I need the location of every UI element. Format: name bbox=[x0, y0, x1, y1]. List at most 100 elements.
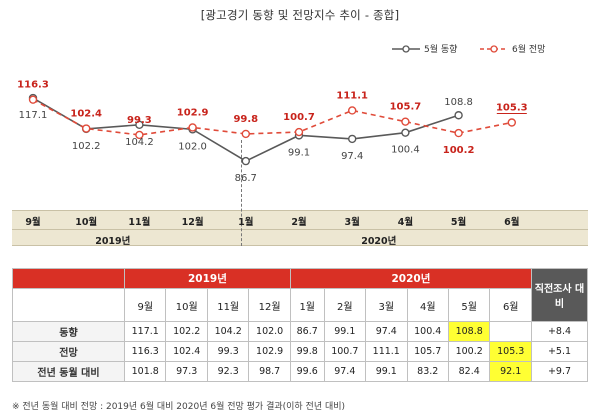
legend: 5월 동향 6월 전망 bbox=[392, 43, 545, 55]
x-tick-label: 3월 bbox=[344, 217, 360, 228]
data-label: 104.2 bbox=[125, 137, 154, 148]
data-point bbox=[454, 111, 463, 120]
chart-title: [광고경기 동향 및 전망지수 추이 - 종합] bbox=[200, 8, 400, 22]
data-point bbox=[135, 130, 144, 140]
data-point bbox=[507, 118, 516, 127]
table-month-header: 6월 bbox=[489, 288, 532, 322]
table-cell: 92.3 bbox=[206, 361, 250, 382]
x-tick-label: 1월 bbox=[238, 217, 254, 228]
table-cell: 102.0 bbox=[248, 321, 291, 342]
table-cell: 102.9 bbox=[248, 341, 291, 362]
x-tick-label: 2월 bbox=[291, 217, 307, 228]
table-change-cell: +8.4 bbox=[531, 321, 588, 342]
table-corner-cell bbox=[12, 288, 125, 322]
x-axis-year-band bbox=[12, 230, 588, 246]
table-row-label: 전망 bbox=[12, 341, 125, 362]
table-cell: 97.4 bbox=[365, 321, 408, 342]
legend-marker bbox=[490, 45, 498, 53]
table-cell: 108.8 bbox=[447, 321, 491, 342]
data-table: 2019년 2020년 직전조사 대비 9월 10월 11월 12월 1월 2월 3월 4월 5… bbox=[12, 268, 588, 382]
data-point bbox=[401, 128, 410, 137]
table-cell: 104.2 bbox=[206, 321, 250, 342]
x-tick-label: 10월 bbox=[75, 217, 98, 228]
data-point bbox=[81, 124, 91, 133]
x-tick-label: 6월 bbox=[504, 217, 520, 228]
table-cell: 100.4 bbox=[406, 321, 449, 342]
data-label: 97.4 bbox=[341, 151, 363, 162]
data-label: 100.2 bbox=[443, 145, 475, 156]
table-cell: 98.7 bbox=[248, 361, 291, 382]
table-month-header: 5월 bbox=[447, 288, 491, 322]
table-row: 전망 116.3 102.4 99.3 102.9 99.8 100.7 111.1 105.7… bbox=[12, 341, 588, 362]
data-label: 86.7 bbox=[235, 173, 257, 184]
table-cell: 102.4 bbox=[165, 341, 208, 362]
table-cell: 101.8 bbox=[123, 361, 167, 382]
data-point bbox=[188, 123, 197, 132]
x-tick-label: 9월 bbox=[25, 217, 41, 228]
data-label: 105.7 bbox=[390, 102, 422, 113]
table-cell: 92.1 bbox=[489, 361, 532, 382]
table-change-cell: +9.7 bbox=[531, 361, 588, 382]
data-label: 111.1 bbox=[336, 90, 368, 101]
table-cell: 116.3 bbox=[123, 341, 167, 362]
table-cell: 97.3 bbox=[165, 361, 208, 382]
table-month-header: 3월 bbox=[365, 288, 408, 322]
table-row: 전년 동월 대비 101.8 97.3 92.3 98.7 99.6 97.4 99.1 83.… bbox=[12, 361, 588, 382]
data-point bbox=[28, 95, 38, 104]
data-label: 116.3 bbox=[17, 80, 49, 91]
table-corner-cell bbox=[12, 268, 125, 289]
data-label: 102.4 bbox=[70, 109, 102, 120]
data-point bbox=[294, 127, 304, 137]
table-change-header: 직전조사 대비 bbox=[531, 268, 588, 322]
data-label: 102.9 bbox=[177, 107, 209, 118]
data-label: 117.1 bbox=[19, 110, 48, 121]
x-tick-label: 12월 bbox=[181, 217, 204, 228]
line-chart: 5월 동향 6월 전망 117.1 102.2 104.2 102.0 86.7 99.1 97… bbox=[17, 43, 545, 184]
x-tick-label: 4월 bbox=[397, 217, 414, 228]
table-cell: 86.7 bbox=[289, 321, 325, 342]
table-cell: 105.7 bbox=[406, 341, 449, 362]
table-year-header: 2020년 bbox=[289, 268, 533, 289]
table-month-row: 9월 10월 11월 12월 1월 2월 3월 4월 5월 6월 bbox=[12, 288, 588, 322]
table-month-header: 2월 bbox=[323, 288, 367, 322]
table-cell: 97.4 bbox=[323, 361, 367, 382]
x-tick-label: 11월 bbox=[128, 217, 151, 228]
data-point bbox=[454, 128, 463, 138]
table-row-label: 동향 bbox=[12, 321, 125, 342]
table-cell: 99.6 bbox=[289, 361, 325, 382]
table-month-header: 11월 bbox=[206, 288, 250, 322]
series-line-forecast bbox=[32, 98, 512, 136]
data-label: 102.2 bbox=[72, 141, 101, 152]
data-point bbox=[348, 134, 357, 144]
table-cell: 99.1 bbox=[323, 321, 367, 342]
data-label: 105.3 bbox=[496, 103, 528, 114]
table-month-header: 10월 bbox=[165, 288, 208, 322]
table-cell: 102.2 bbox=[165, 321, 208, 342]
table-row: 동향 117.1 102.2 104.2 102.0 86.7 99.1 97.4 100.4 1… bbox=[12, 321, 588, 342]
table-month-header: 12월 bbox=[248, 288, 291, 322]
data-label: 99.8 bbox=[233, 114, 258, 125]
table-month-header: 9월 bbox=[123, 288, 167, 322]
data-point bbox=[348, 106, 357, 115]
data-point bbox=[241, 129, 251, 139]
table-change-cell: +5.1 bbox=[531, 341, 588, 362]
data-point bbox=[241, 156, 251, 166]
legend-marker bbox=[402, 45, 410, 53]
table-cell: 111.1 bbox=[365, 341, 408, 362]
table-cell: 83.2 bbox=[406, 361, 449, 382]
table-month-header: 1월 bbox=[289, 288, 325, 322]
table-month-header: 4월 bbox=[406, 288, 449, 322]
table-header-row: 2019년 2020년 직전조사 대비 bbox=[12, 268, 588, 322]
data-point bbox=[135, 120, 144, 129]
table-cell: 100.7 bbox=[323, 341, 367, 362]
table-cell: 100.2 bbox=[447, 341, 491, 362]
table-cell: 99.8 bbox=[289, 341, 325, 362]
x-year-label: 2019년 bbox=[95, 236, 131, 247]
table-cell: 117.1 bbox=[123, 321, 167, 342]
x-year-label: 2020년 bbox=[361, 236, 397, 247]
data-label: 100.4 bbox=[391, 145, 420, 156]
data-label: 99.3 bbox=[127, 115, 152, 126]
table-cell: 105.3 bbox=[489, 341, 532, 362]
table-cell: 99.3 bbox=[206, 341, 250, 362]
table-row-label: 전년 동월 대비 bbox=[12, 361, 125, 382]
